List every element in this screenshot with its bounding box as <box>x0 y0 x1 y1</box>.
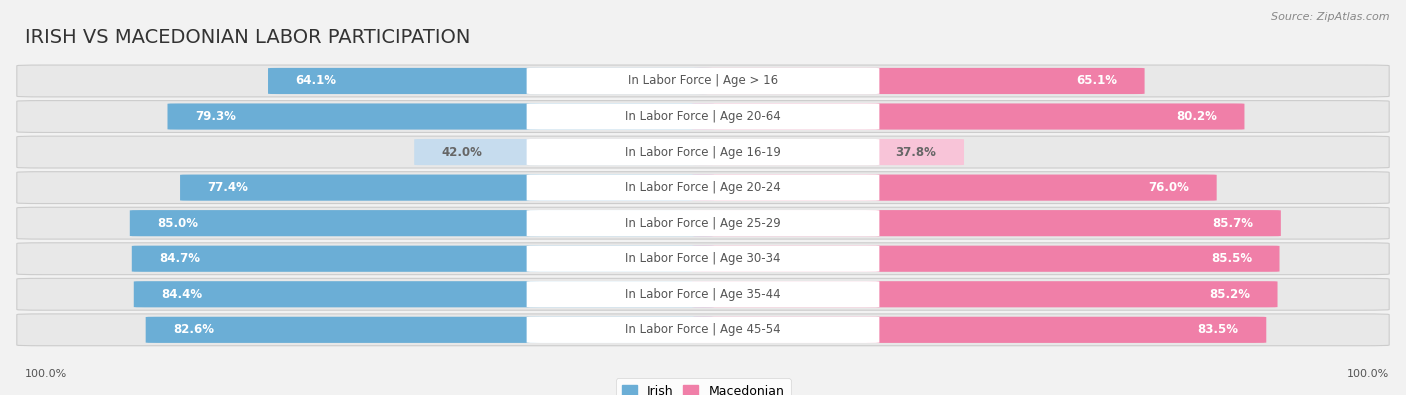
FancyBboxPatch shape <box>692 175 1216 201</box>
FancyBboxPatch shape <box>527 210 879 236</box>
FancyBboxPatch shape <box>17 314 1389 346</box>
Text: 84.4%: 84.4% <box>162 288 202 301</box>
Text: 79.3%: 79.3% <box>195 110 236 123</box>
FancyBboxPatch shape <box>692 210 1281 236</box>
Text: 80.2%: 80.2% <box>1175 110 1218 123</box>
FancyBboxPatch shape <box>692 68 1144 94</box>
Text: 64.1%: 64.1% <box>295 75 336 87</box>
Text: 42.0%: 42.0% <box>441 146 482 158</box>
FancyBboxPatch shape <box>17 136 1389 168</box>
Text: In Labor Force | Age 20-64: In Labor Force | Age 20-64 <box>626 110 780 123</box>
FancyBboxPatch shape <box>527 103 879 130</box>
Text: IRISH VS MACEDONIAN LABOR PARTICIPATION: IRISH VS MACEDONIAN LABOR PARTICIPATION <box>25 28 471 47</box>
FancyBboxPatch shape <box>527 281 879 307</box>
FancyBboxPatch shape <box>134 281 714 307</box>
FancyBboxPatch shape <box>17 207 1389 239</box>
FancyBboxPatch shape <box>527 175 879 201</box>
FancyBboxPatch shape <box>129 210 714 236</box>
FancyBboxPatch shape <box>527 68 879 94</box>
Text: In Labor Force | Age 45-54: In Labor Force | Age 45-54 <box>626 324 780 336</box>
FancyBboxPatch shape <box>17 278 1389 310</box>
Text: In Labor Force | Age 16-19: In Labor Force | Age 16-19 <box>626 146 780 158</box>
FancyBboxPatch shape <box>17 65 1389 97</box>
Text: 82.6%: 82.6% <box>173 324 214 336</box>
Text: 37.8%: 37.8% <box>896 146 936 158</box>
Text: 76.0%: 76.0% <box>1149 181 1189 194</box>
FancyBboxPatch shape <box>692 281 1278 307</box>
Text: 84.7%: 84.7% <box>159 252 200 265</box>
Text: 100.0%: 100.0% <box>1347 369 1389 379</box>
FancyBboxPatch shape <box>17 172 1389 203</box>
FancyBboxPatch shape <box>692 139 965 165</box>
FancyBboxPatch shape <box>527 317 879 343</box>
Text: 85.7%: 85.7% <box>1212 217 1253 229</box>
Text: 85.2%: 85.2% <box>1209 288 1250 301</box>
Text: In Labor Force | Age 30-34: In Labor Force | Age 30-34 <box>626 252 780 265</box>
Text: 65.1%: 65.1% <box>1076 75 1116 87</box>
Text: 77.4%: 77.4% <box>208 181 249 194</box>
FancyBboxPatch shape <box>415 139 714 165</box>
FancyBboxPatch shape <box>692 246 1279 272</box>
Text: In Labor Force | Age > 16: In Labor Force | Age > 16 <box>628 75 778 87</box>
Text: 100.0%: 100.0% <box>25 369 67 379</box>
FancyBboxPatch shape <box>527 139 879 165</box>
Text: 83.5%: 83.5% <box>1198 324 1239 336</box>
Text: Source: ZipAtlas.com: Source: ZipAtlas.com <box>1271 12 1389 22</box>
FancyBboxPatch shape <box>527 246 879 272</box>
Text: In Labor Force | Age 25-29: In Labor Force | Age 25-29 <box>626 217 780 229</box>
Legend: Irish, Macedonian: Irish, Macedonian <box>616 378 790 395</box>
FancyBboxPatch shape <box>17 101 1389 132</box>
Text: In Labor Force | Age 20-24: In Labor Force | Age 20-24 <box>626 181 780 194</box>
Text: 85.5%: 85.5% <box>1211 252 1251 265</box>
FancyBboxPatch shape <box>132 246 714 272</box>
FancyBboxPatch shape <box>146 317 714 343</box>
FancyBboxPatch shape <box>17 243 1389 275</box>
FancyBboxPatch shape <box>269 68 714 94</box>
FancyBboxPatch shape <box>180 175 714 201</box>
FancyBboxPatch shape <box>692 317 1267 343</box>
FancyBboxPatch shape <box>692 103 1244 130</box>
Text: In Labor Force | Age 35-44: In Labor Force | Age 35-44 <box>626 288 780 301</box>
FancyBboxPatch shape <box>167 103 714 130</box>
Text: 85.0%: 85.0% <box>157 217 198 229</box>
